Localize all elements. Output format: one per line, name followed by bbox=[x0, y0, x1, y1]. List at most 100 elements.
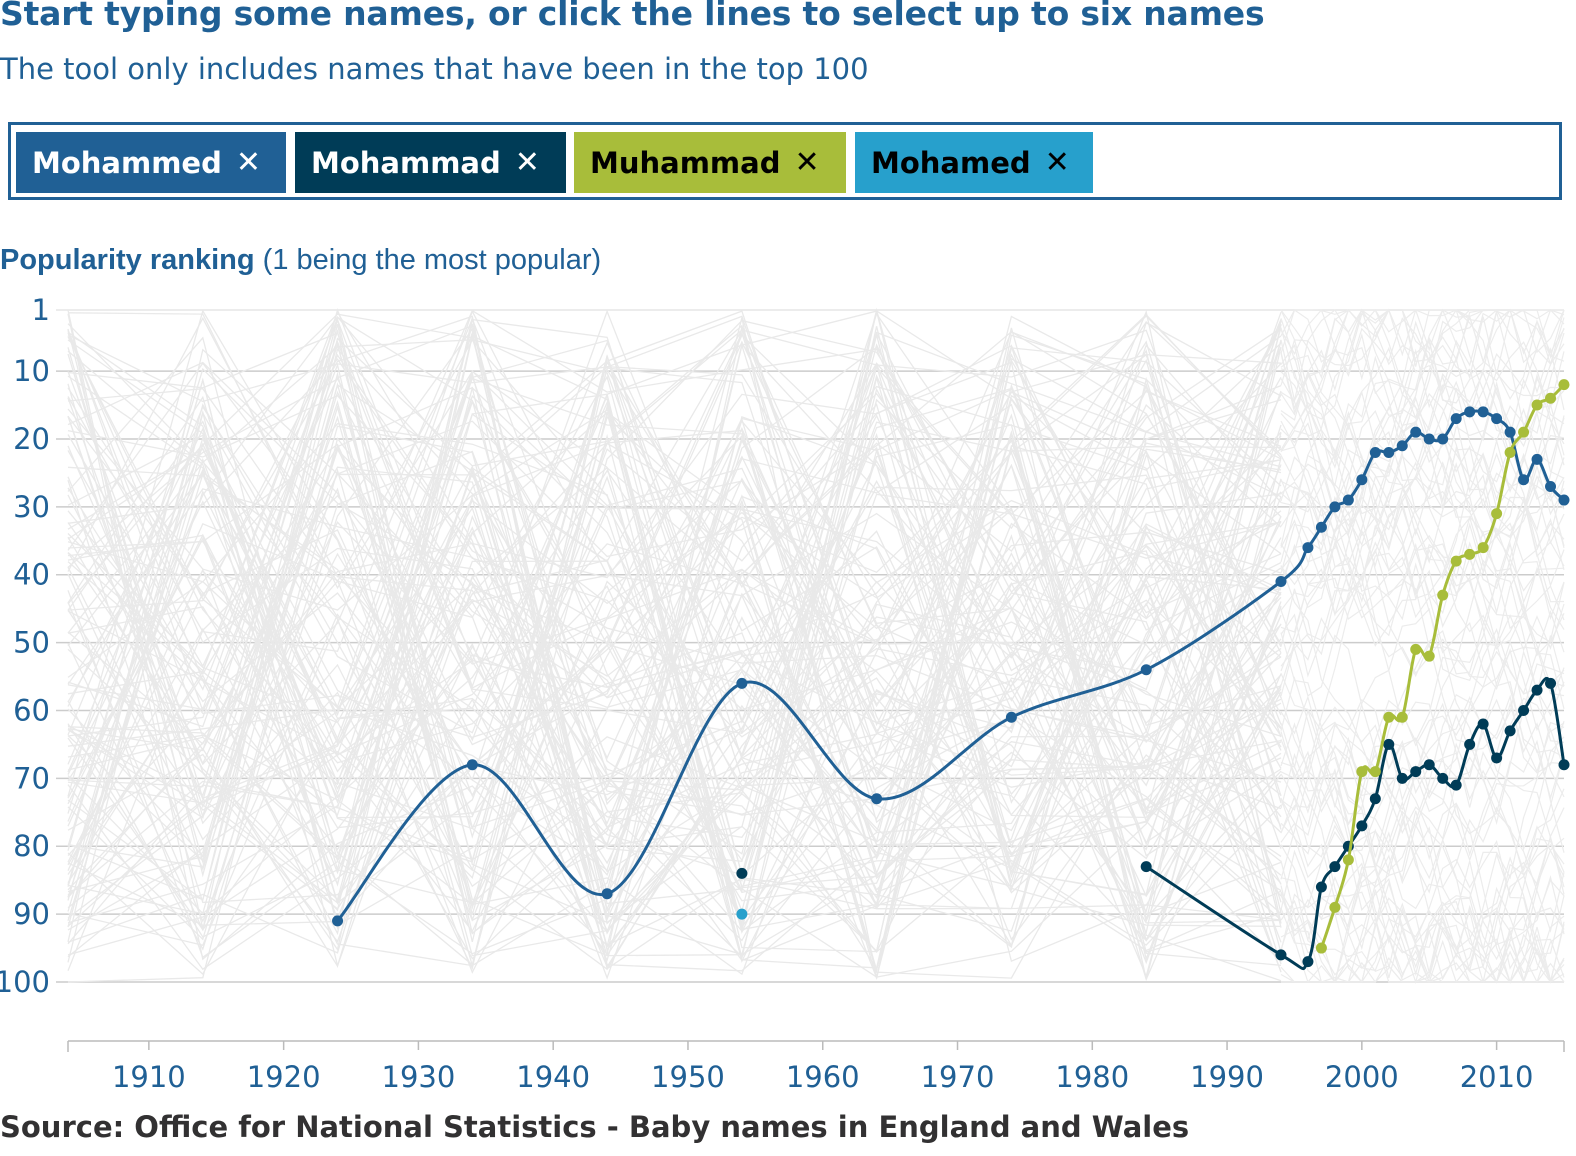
background-line bbox=[1280, 348, 1565, 611]
y-tick-label: 1 bbox=[32, 293, 50, 327]
data-point bbox=[1558, 759, 1570, 771]
background-line bbox=[1280, 697, 1565, 808]
chip-label: Muhammad bbox=[590, 145, 781, 180]
y-tick-label: 60 bbox=[13, 693, 50, 727]
data-point bbox=[736, 867, 748, 879]
chip-muhammad[interactable]: Muhammad ✕ bbox=[574, 132, 846, 193]
background-line bbox=[67, 316, 1282, 862]
data-point bbox=[1356, 474, 1368, 486]
background-line bbox=[1280, 410, 1565, 514]
y-tick-label: 90 bbox=[13, 897, 50, 931]
y-tick-label: 10 bbox=[13, 354, 50, 388]
data-point bbox=[1005, 711, 1017, 723]
background-line bbox=[67, 451, 1282, 938]
background-line bbox=[67, 334, 1282, 896]
background-line bbox=[1280, 723, 1565, 853]
background-line bbox=[67, 386, 1282, 972]
background-line bbox=[67, 527, 1282, 946]
data-point bbox=[1410, 766, 1422, 778]
series-mohammed bbox=[332, 406, 1570, 927]
data-point bbox=[1450, 555, 1462, 567]
background-line bbox=[1280, 309, 1565, 514]
chip-label: Mohamed bbox=[871, 145, 1031, 180]
data-point bbox=[1423, 759, 1435, 771]
background-line bbox=[1280, 556, 1565, 697]
background-line bbox=[1280, 739, 1565, 983]
background-line bbox=[67, 309, 1282, 689]
background-line bbox=[67, 331, 1282, 847]
background-line bbox=[1280, 446, 1565, 644]
data-point bbox=[1356, 820, 1368, 832]
data-point bbox=[1531, 453, 1543, 465]
background-line bbox=[67, 358, 1282, 738]
data-point bbox=[1491, 413, 1503, 425]
background-line bbox=[1280, 309, 1565, 535]
background-line bbox=[67, 383, 1282, 969]
chip-mohammed[interactable]: Mohammed ✕ bbox=[16, 132, 286, 193]
data-point bbox=[1545, 392, 1557, 404]
data-point bbox=[1450, 413, 1462, 425]
data-point bbox=[1423, 650, 1435, 662]
chip-label: Mohammed bbox=[32, 145, 222, 180]
data-point bbox=[1437, 772, 1449, 784]
background-line bbox=[67, 320, 1282, 948]
background-line bbox=[67, 343, 1282, 959]
background-line bbox=[67, 310, 1282, 957]
background-line bbox=[1280, 392, 1565, 547]
y-tick-label: 20 bbox=[13, 422, 50, 456]
series-lines bbox=[332, 379, 1570, 971]
x-tick-label: 1990 bbox=[1190, 1060, 1264, 1094]
data-point bbox=[1477, 718, 1489, 730]
x-tick-label: 2010 bbox=[1460, 1060, 1534, 1094]
background-line bbox=[1280, 463, 1565, 615]
x-tick-label: 1930 bbox=[382, 1060, 456, 1094]
data-point bbox=[1315, 521, 1327, 533]
background-line bbox=[67, 311, 1282, 922]
name-picker[interactable]: Mohammed ✕ Mohammad ✕ Muhammad ✕ Mohamed… bbox=[8, 122, 1562, 200]
background-line bbox=[1280, 708, 1565, 983]
background-line bbox=[1280, 773, 1565, 933]
background-line bbox=[67, 313, 1282, 962]
chip-mohammad[interactable]: Mohammad ✕ bbox=[295, 132, 566, 193]
page-subtitle: The tool only includes names that have b… bbox=[0, 52, 869, 86]
data-point bbox=[1477, 542, 1489, 554]
page-title: Start typing some names, or click the li… bbox=[0, 0, 1265, 33]
data-point bbox=[1504, 725, 1516, 737]
data-point bbox=[1531, 399, 1543, 411]
background-line bbox=[1280, 752, 1565, 979]
background-line bbox=[67, 480, 1282, 963]
data-point bbox=[1275, 949, 1287, 961]
background-line bbox=[67, 442, 1282, 968]
background-line bbox=[67, 324, 1282, 887]
background-line bbox=[67, 315, 1282, 970]
close-icon[interactable]: ✕ bbox=[235, 144, 261, 180]
close-icon[interactable]: ✕ bbox=[794, 144, 820, 180]
background-line bbox=[67, 324, 1282, 971]
background-line bbox=[67, 400, 1282, 953]
background-line bbox=[67, 326, 1282, 933]
background-line bbox=[1280, 834, 1565, 983]
data-point bbox=[1518, 426, 1530, 438]
background-line bbox=[67, 317, 1282, 862]
data-point bbox=[1464, 406, 1476, 418]
background-line bbox=[67, 363, 1282, 886]
data-point bbox=[736, 677, 748, 689]
data-point bbox=[871, 793, 883, 805]
background-line bbox=[1280, 672, 1565, 894]
background-line bbox=[1280, 308, 1564, 584]
background-line bbox=[67, 328, 1282, 878]
background-line bbox=[67, 319, 1282, 969]
close-icon[interactable]: ✕ bbox=[1044, 144, 1070, 180]
data-point bbox=[1383, 711, 1395, 723]
data-point bbox=[1302, 956, 1314, 968]
chip-mohamed[interactable]: Mohamed ✕ bbox=[855, 132, 1093, 193]
close-icon[interactable]: ✕ bbox=[514, 144, 540, 180]
background-name-lines bbox=[67, 307, 1565, 985]
background-line bbox=[1280, 309, 1564, 482]
y-tick-label: 40 bbox=[13, 558, 50, 592]
data-point bbox=[1437, 433, 1449, 445]
background-line bbox=[67, 315, 1282, 971]
background-line bbox=[67, 432, 1282, 957]
background-line bbox=[1280, 632, 1565, 984]
